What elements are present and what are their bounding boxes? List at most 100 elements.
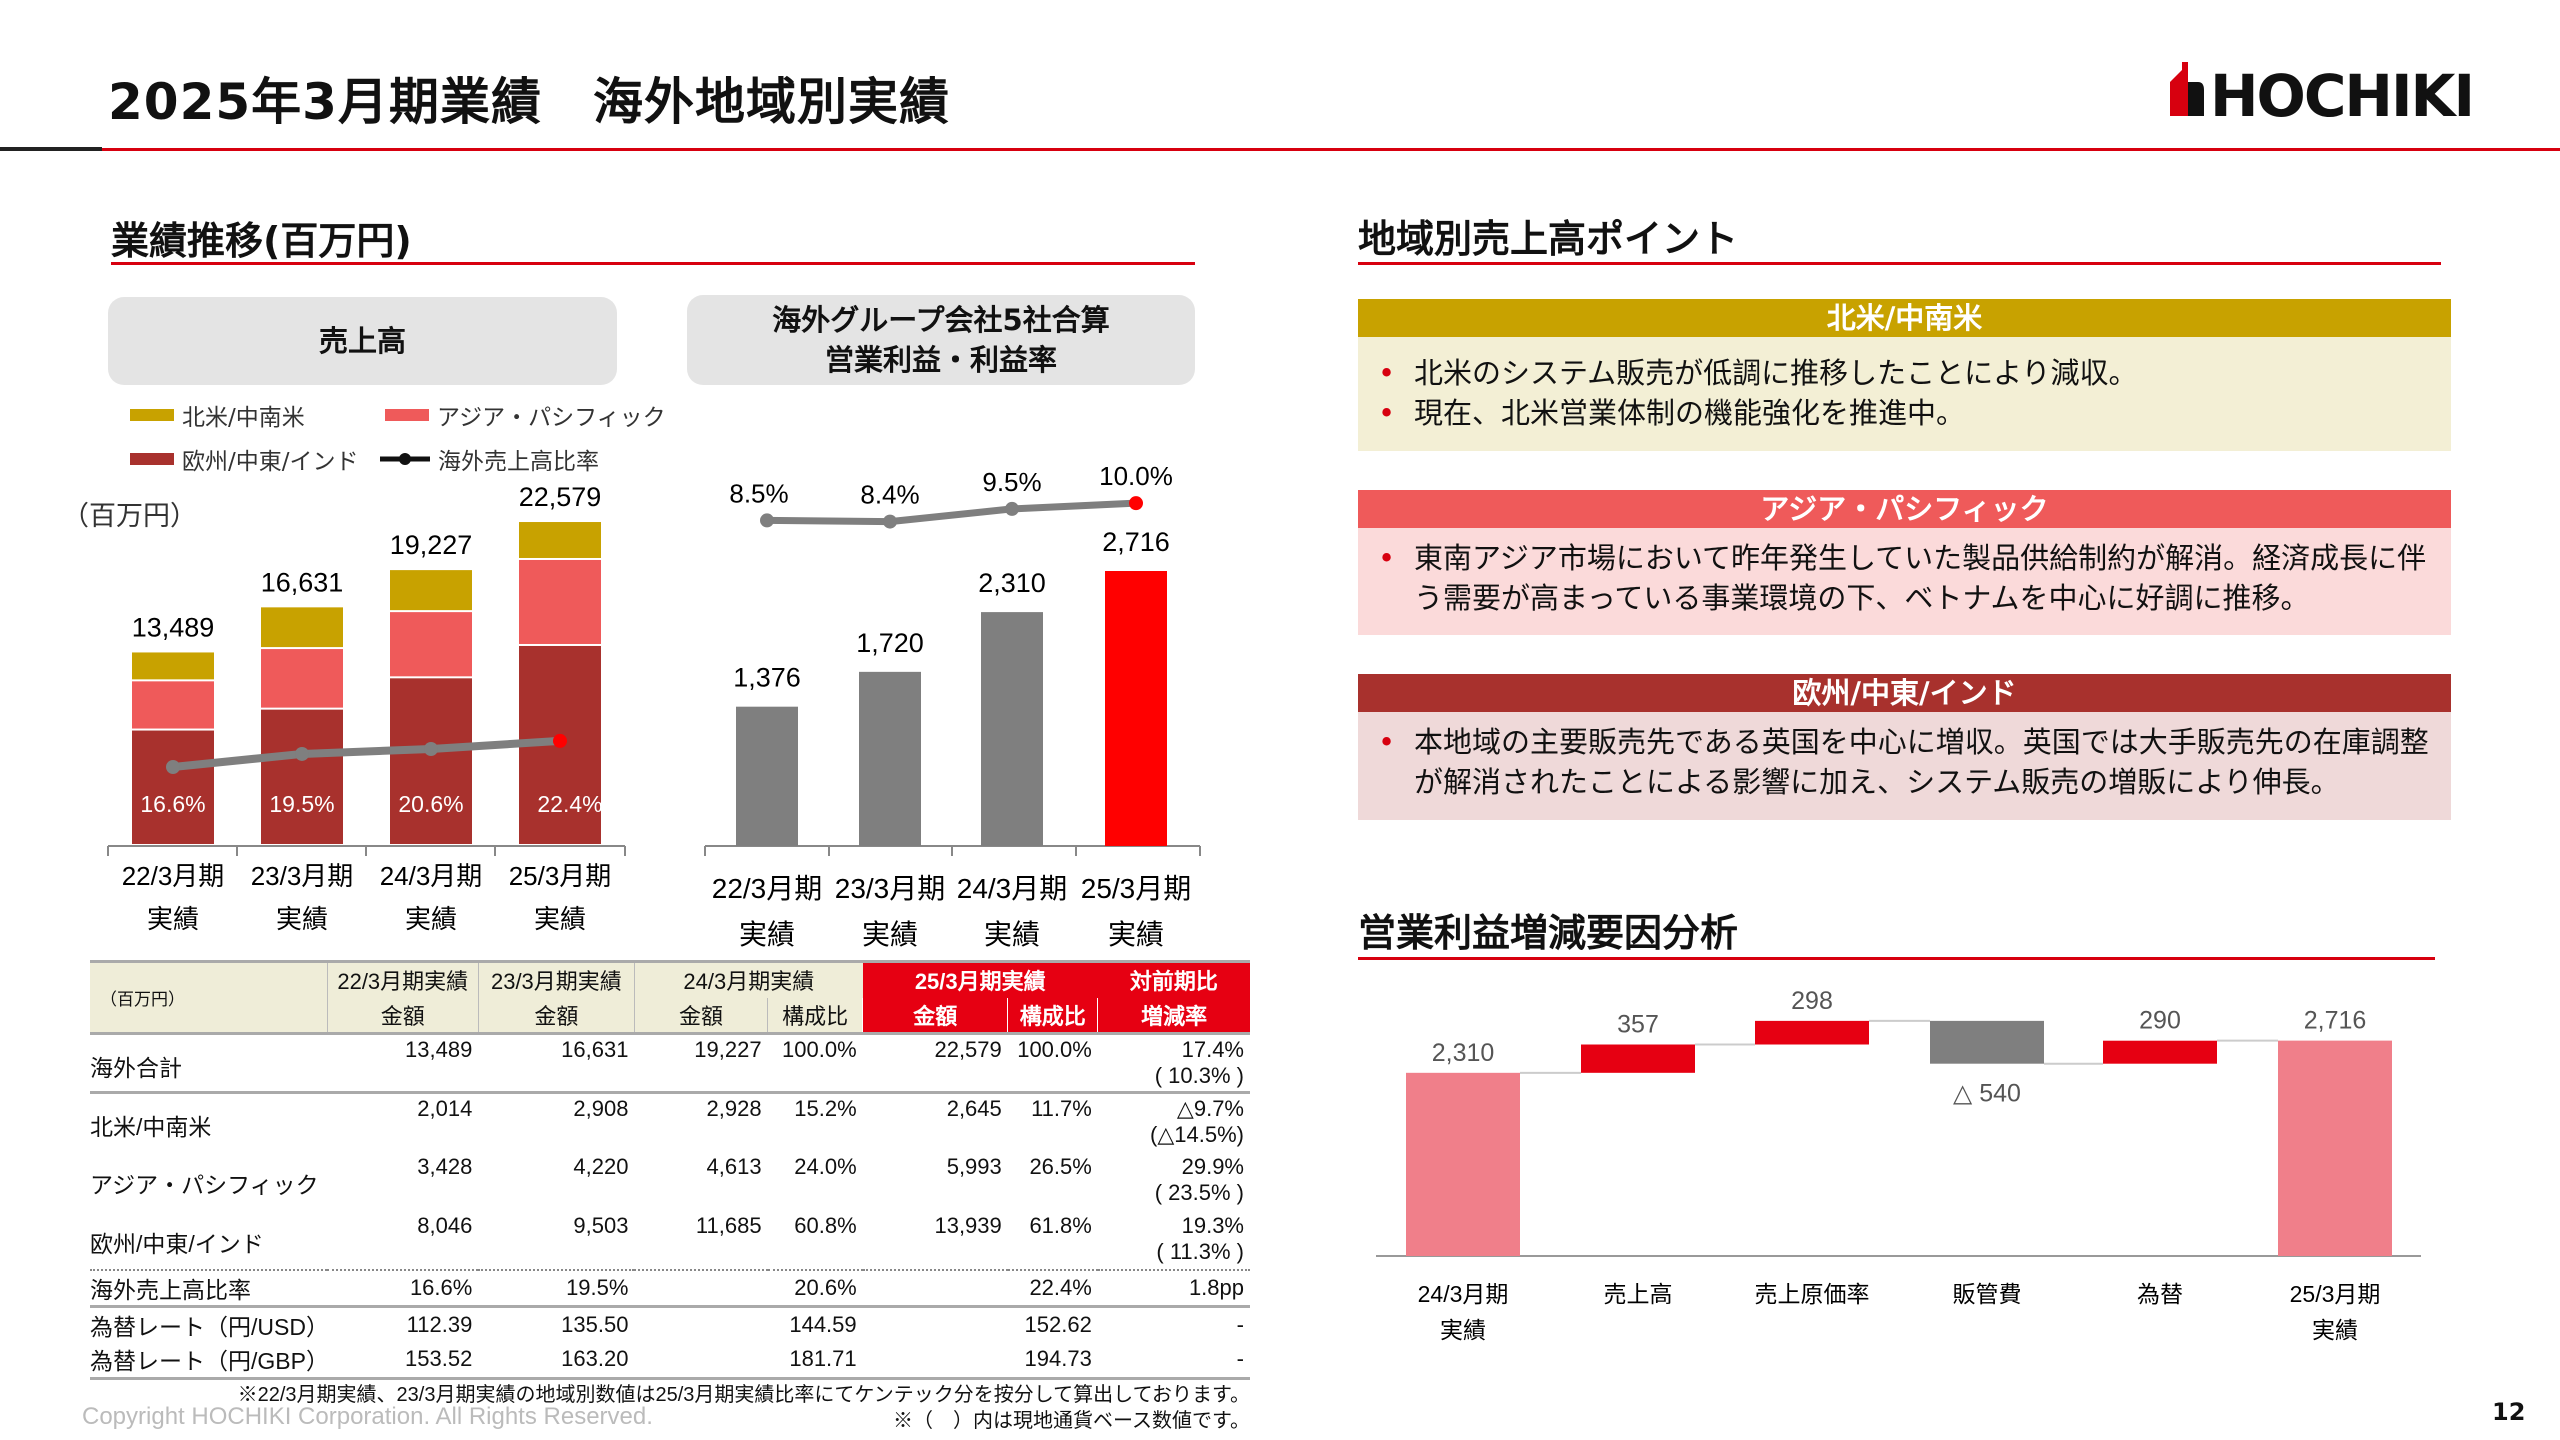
table-row: 海外売上高比率 16.6% 19.5% 20.6% 22.4% 1.8pp [90, 1270, 1250, 1306]
page-number: 12 [2492, 1398, 2526, 1426]
profit-chart-header: 海外グループ会社5社合算 営業利益・利益率 [687, 295, 1195, 385]
col-header: 25/3月期実績 [862, 961, 1098, 998]
profit-label: 1,720 [856, 628, 924, 658]
bar-segment [390, 678, 472, 844]
ratio-point [295, 746, 309, 761]
section-title-waterfall: 営業利益増減要因分析 [1358, 911, 1739, 955]
x-label: 実績 [2312, 1317, 2358, 1343]
profit-header-line1: 海外グループ会社5社合算 [772, 303, 1110, 337]
profit-header-line2: 営業利益・利益率 [824, 343, 1057, 377]
cell: 2,014 [417, 1096, 473, 1121]
ratio-line [172, 736, 561, 771]
col-header: 23/3月期実績 [477, 961, 635, 998]
x-label: 22/3月期 [122, 861, 225, 891]
cell: 100.0% [1017, 1037, 1092, 1062]
ratio-label: 22.4% [537, 791, 602, 817]
table-note-2: ※（ ）内は現地通貨ベース数値です。 [893, 1410, 1250, 1432]
cell: 60.8% [794, 1212, 857, 1238]
margin-label: 10.0% [1099, 461, 1173, 491]
col-header: 対前期比 [1097, 961, 1250, 998]
x-label: 23/3月期 [251, 861, 354, 891]
margin-label: 8.5% [729, 478, 788, 508]
margin-label: 9.5% [982, 467, 1041, 497]
bar-segment [519, 559, 601, 644]
cell: 61.8% [1029, 1212, 1092, 1238]
profit-bar [981, 612, 1043, 846]
profit-bar [736, 706, 798, 846]
region-header-asia-pacific: アジア・パシフィック [1358, 490, 2451, 528]
col-header: 24/3月期実績 [633, 961, 863, 998]
margin-point [760, 513, 774, 528]
legend-north-america: 北米/中南米 [130, 398, 305, 432]
cell: 26.5% [1029, 1153, 1092, 1179]
cell: 4,613 [706, 1153, 762, 1179]
profit-label: 1,376 [733, 663, 801, 693]
x-label: 実績 [862, 919, 918, 950]
bullet: 現在、北米営業体制の機能強化を推進中。 [1378, 393, 2431, 433]
waterfall-bar [1406, 1072, 1520, 1256]
bar-segment [132, 652, 214, 680]
x-label: 実績 [276, 904, 328, 934]
region-header-europe: 欧州/中東/インド [1358, 674, 2451, 712]
x-label: 売上原価率 [1755, 1281, 1870, 1307]
header-divider-red [102, 148, 2560, 151]
ratio-point [166, 760, 180, 774]
profit-bar [1105, 571, 1167, 846]
section-title-performance: 業績推移(百万円) [111, 219, 412, 263]
total-label: 19,227 [390, 530, 473, 560]
table-row: 北米/中南米 2,014 2,908 2,928 15.2% 2,645 11.7% △9.7… [90, 1093, 1250, 1152]
cell: 29.9%( 23.5% ) [1154, 1153, 1244, 1205]
x-label: 22/3月期 [712, 873, 823, 904]
row-label: 欧州/中東/インド [90, 1230, 264, 1257]
x-label: 23/3月期 [835, 873, 946, 904]
hochiki-logo: HOCHIKI [2168, 60, 2508, 130]
legend-europe: 欧州/中東/インド [130, 442, 359, 476]
cell: 9,503 [573, 1212, 629, 1238]
region-body-north-america: 北米のシステム販売が低調に推移したことにより減収。現在、北米営業体制の機能強化を… [1358, 337, 2451, 451]
copyright: Copyright HOCHIKI Corporation. All Right… [82, 1403, 653, 1430]
bullet: 東南アジア市場において昨年発生していた製品供給制約が解消。経済成長に伴う需要が高… [1378, 538, 2431, 618]
margin-label: 8.4% [860, 480, 919, 510]
row-label: 海外合計 [90, 1055, 182, 1081]
region-header-north-america: 北米/中南米 [1358, 299, 2451, 337]
bar-segment [132, 730, 214, 844]
row-label: アジア・パシフィック [90, 1171, 319, 1198]
waterfall-label: 2,716 [2304, 1007, 2367, 1035]
cell: 2,645 [946, 1096, 1002, 1121]
sales-chart-header: 売上高 [108, 297, 617, 385]
waterfall-bar [1581, 1044, 1695, 1073]
logo-text: HOCHIKI [2210, 62, 2473, 120]
unit-label: （百万円） [62, 501, 197, 532]
cell: 19.3%( 11.3% ) [1156, 1212, 1244, 1264]
x-label: 実績 [1108, 919, 1164, 950]
x-label: 実績 [147, 904, 199, 934]
profit-label: 2,310 [978, 568, 1046, 598]
cell: 13,489 [405, 1037, 473, 1062]
x-label: 販管費 [1953, 1281, 2022, 1307]
region-body-europe: 本地域の主要販売先である英国を中心に増収。英国では大手販売先の在庫調整が解消され… [1358, 712, 2451, 820]
total-label: 16,631 [261, 567, 344, 597]
section-underline [1358, 957, 2435, 960]
cell: 22,579 [934, 1037, 1002, 1062]
total-label: 13,489 [132, 612, 215, 642]
waterfall-bar [2103, 1040, 2217, 1064]
bullet: 本地域の主要販売先である英国を中心に増収。英国では大手販売先の在庫調整が解消され… [1378, 722, 2431, 802]
header-divider [0, 147, 102, 151]
table-row: 為替レート（円/GBP） 153.52 163.20 181.71 194.73- [90, 1342, 1250, 1378]
table-row: 為替レート（円/USD） 112.39 135.50 144.59 152.62- [90, 1311, 1244, 1340]
page-title: 2025年3月期業績 海外地域別実績 [108, 73, 950, 131]
ratio-label: 20.6% [398, 791, 463, 817]
x-label: 24/3月期 [1418, 1281, 1509, 1307]
waterfall-label: 290 [2139, 1007, 2181, 1035]
margin-point [1129, 496, 1143, 511]
performance-table: （百万円） 22/3月期実績 23/3月期実績 24/3月期実績 25/3月期実… [90, 960, 1250, 1380]
sub-header: 金額 [862, 997, 1008, 1034]
cell: 2,928 [706, 1096, 762, 1121]
x-label: 24/3月期 [380, 861, 483, 891]
section-underline [111, 262, 1195, 265]
legend-asia-pacific: アジア・パシフィック [385, 398, 666, 432]
table-unit: （百万円） [90, 961, 328, 1034]
ratio-label: 19.5% [269, 791, 334, 817]
cell: 19,227 [694, 1037, 762, 1062]
x-label: 25/3月期 [509, 861, 612, 891]
